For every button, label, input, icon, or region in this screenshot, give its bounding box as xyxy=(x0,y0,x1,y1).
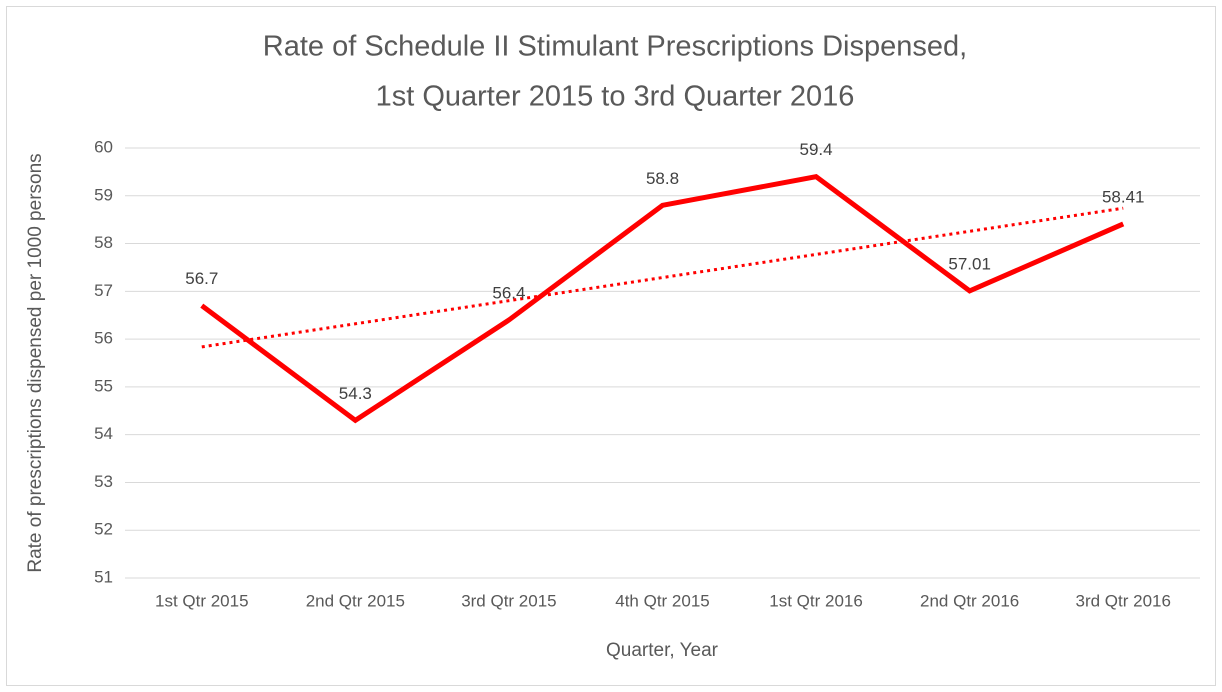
chart-title: 1st Quarter 2015 to 3rd Quarter 2016 xyxy=(376,81,855,113)
y-tick-label: 59 xyxy=(94,185,113,204)
chart-title: Rate of Schedule II Stimulant Prescripti… xyxy=(263,31,967,63)
x-tick-label: 3rd Qtr 2015 xyxy=(461,591,556,610)
y-tick-label: 56 xyxy=(94,329,113,348)
y-axis-title: Rate of prescriptions dispensed per 1000… xyxy=(25,153,46,572)
x-tick-label: 4th Qtr 2015 xyxy=(615,591,710,610)
x-tick-label: 2nd Qtr 2016 xyxy=(920,591,1019,610)
y-tick-label: 58 xyxy=(94,233,113,252)
data-label: 57.01 xyxy=(948,254,991,273)
data-line xyxy=(200,174,1125,424)
x-tick-label: 1st Qtr 2015 xyxy=(155,591,249,610)
y-tick-label: 55 xyxy=(94,376,113,395)
y-tick-label: 54 xyxy=(94,424,113,443)
y-tick-label: 60 xyxy=(94,137,113,156)
data-label: 56.7 xyxy=(185,269,218,288)
x-tick-label: 2nd Qtr 2015 xyxy=(306,591,405,610)
y-tick-label: 53 xyxy=(94,472,113,491)
data-label: 56.4 xyxy=(492,283,525,302)
y-tick-label: 57 xyxy=(94,281,113,300)
data-label: 58.41 xyxy=(1102,187,1145,206)
data-label: 54.3 xyxy=(339,384,372,403)
y-tick-label: 51 xyxy=(94,567,113,586)
y-tick-label: 52 xyxy=(94,520,113,539)
chart-border xyxy=(6,6,1216,686)
x-tick-label: 1st Qtr 2016 xyxy=(769,591,863,610)
x-axis-title: Quarter, Year xyxy=(606,640,719,661)
x-tick-label: 3rd Qtr 2016 xyxy=(1075,591,1170,610)
data-label: 58.8 xyxy=(646,169,679,188)
trendline xyxy=(201,206,1124,349)
data-label: 59.4 xyxy=(800,140,833,159)
